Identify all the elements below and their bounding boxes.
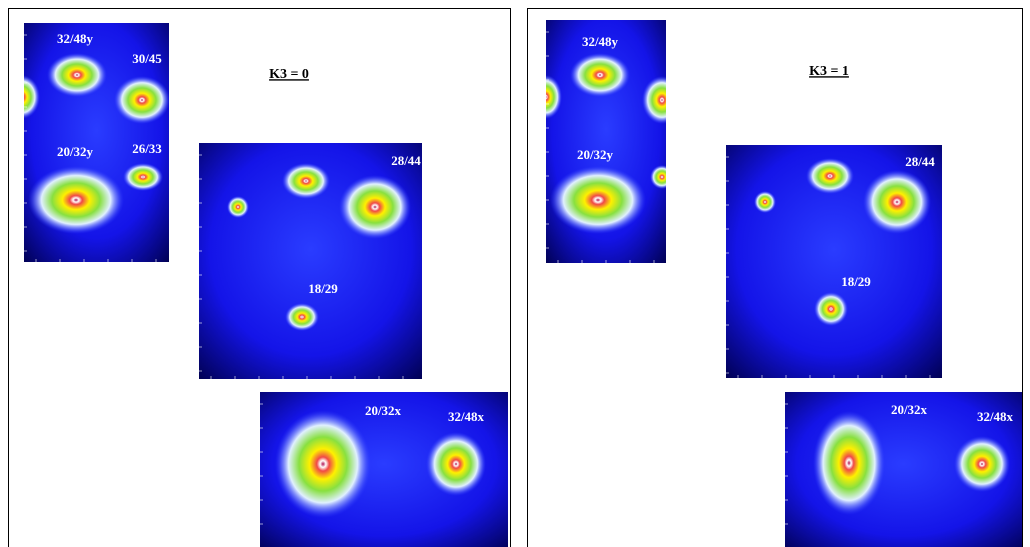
intensity-spot bbox=[28, 166, 124, 234]
intensity-spot bbox=[227, 196, 249, 218]
figure-title: K3 = 1 bbox=[809, 64, 849, 79]
spot-label: 18/29 bbox=[841, 274, 871, 289]
heatmap-panel bbox=[785, 392, 1022, 547]
intensity-spot bbox=[954, 436, 1010, 492]
intensity-spot bbox=[806, 158, 854, 194]
intensity-spot bbox=[123, 163, 163, 191]
spot-label: 20/32y bbox=[577, 147, 614, 162]
spot-label: 30/45 bbox=[132, 51, 162, 66]
intensity-spot bbox=[285, 303, 319, 331]
intensity-spot bbox=[650, 165, 666, 189]
heatmap-panel bbox=[199, 143, 422, 379]
spot-label: 32/48y bbox=[582, 34, 619, 49]
heatmap-panel bbox=[260, 392, 508, 547]
intensity-spot bbox=[546, 75, 562, 119]
frame bbox=[527, 8, 1023, 547]
figure-title: K3 = 0 bbox=[269, 67, 309, 82]
spot-label: 18/29 bbox=[308, 281, 338, 296]
spot-label: 20/32x bbox=[365, 403, 402, 418]
spot-label: 26/33 bbox=[132, 141, 162, 156]
intensity-spot bbox=[863, 170, 931, 234]
intensity-spot bbox=[754, 191, 776, 213]
spot-label: 28/44 bbox=[905, 154, 935, 169]
intensity-spot bbox=[24, 75, 40, 119]
heatmap-panel bbox=[726, 145, 942, 378]
intensity-spot bbox=[642, 76, 666, 124]
intensity-spot bbox=[339, 175, 411, 239]
intensity-spot bbox=[570, 53, 630, 97]
spot-label: 20/32y bbox=[57, 144, 94, 159]
intensity-spot bbox=[814, 292, 848, 326]
intensity-spot bbox=[813, 411, 885, 515]
spot-label: 32/48y bbox=[57, 31, 94, 46]
intensity-spot bbox=[550, 166, 646, 234]
spot-label: 32/48x bbox=[977, 409, 1014, 424]
spot-label: 28/44 bbox=[391, 153, 421, 168]
intensity-spot bbox=[275, 410, 371, 518]
heatmap-panel bbox=[546, 20, 666, 263]
frame bbox=[8, 8, 511, 547]
spot-label: 20/32x bbox=[891, 402, 928, 417]
heatmap-panel bbox=[24, 23, 169, 262]
intensity-spot bbox=[282, 163, 330, 199]
spot-label: 32/48x bbox=[448, 409, 485, 424]
intensity-spot bbox=[114, 76, 169, 124]
intensity-spot bbox=[426, 432, 486, 496]
intensity-spot bbox=[47, 53, 107, 97]
